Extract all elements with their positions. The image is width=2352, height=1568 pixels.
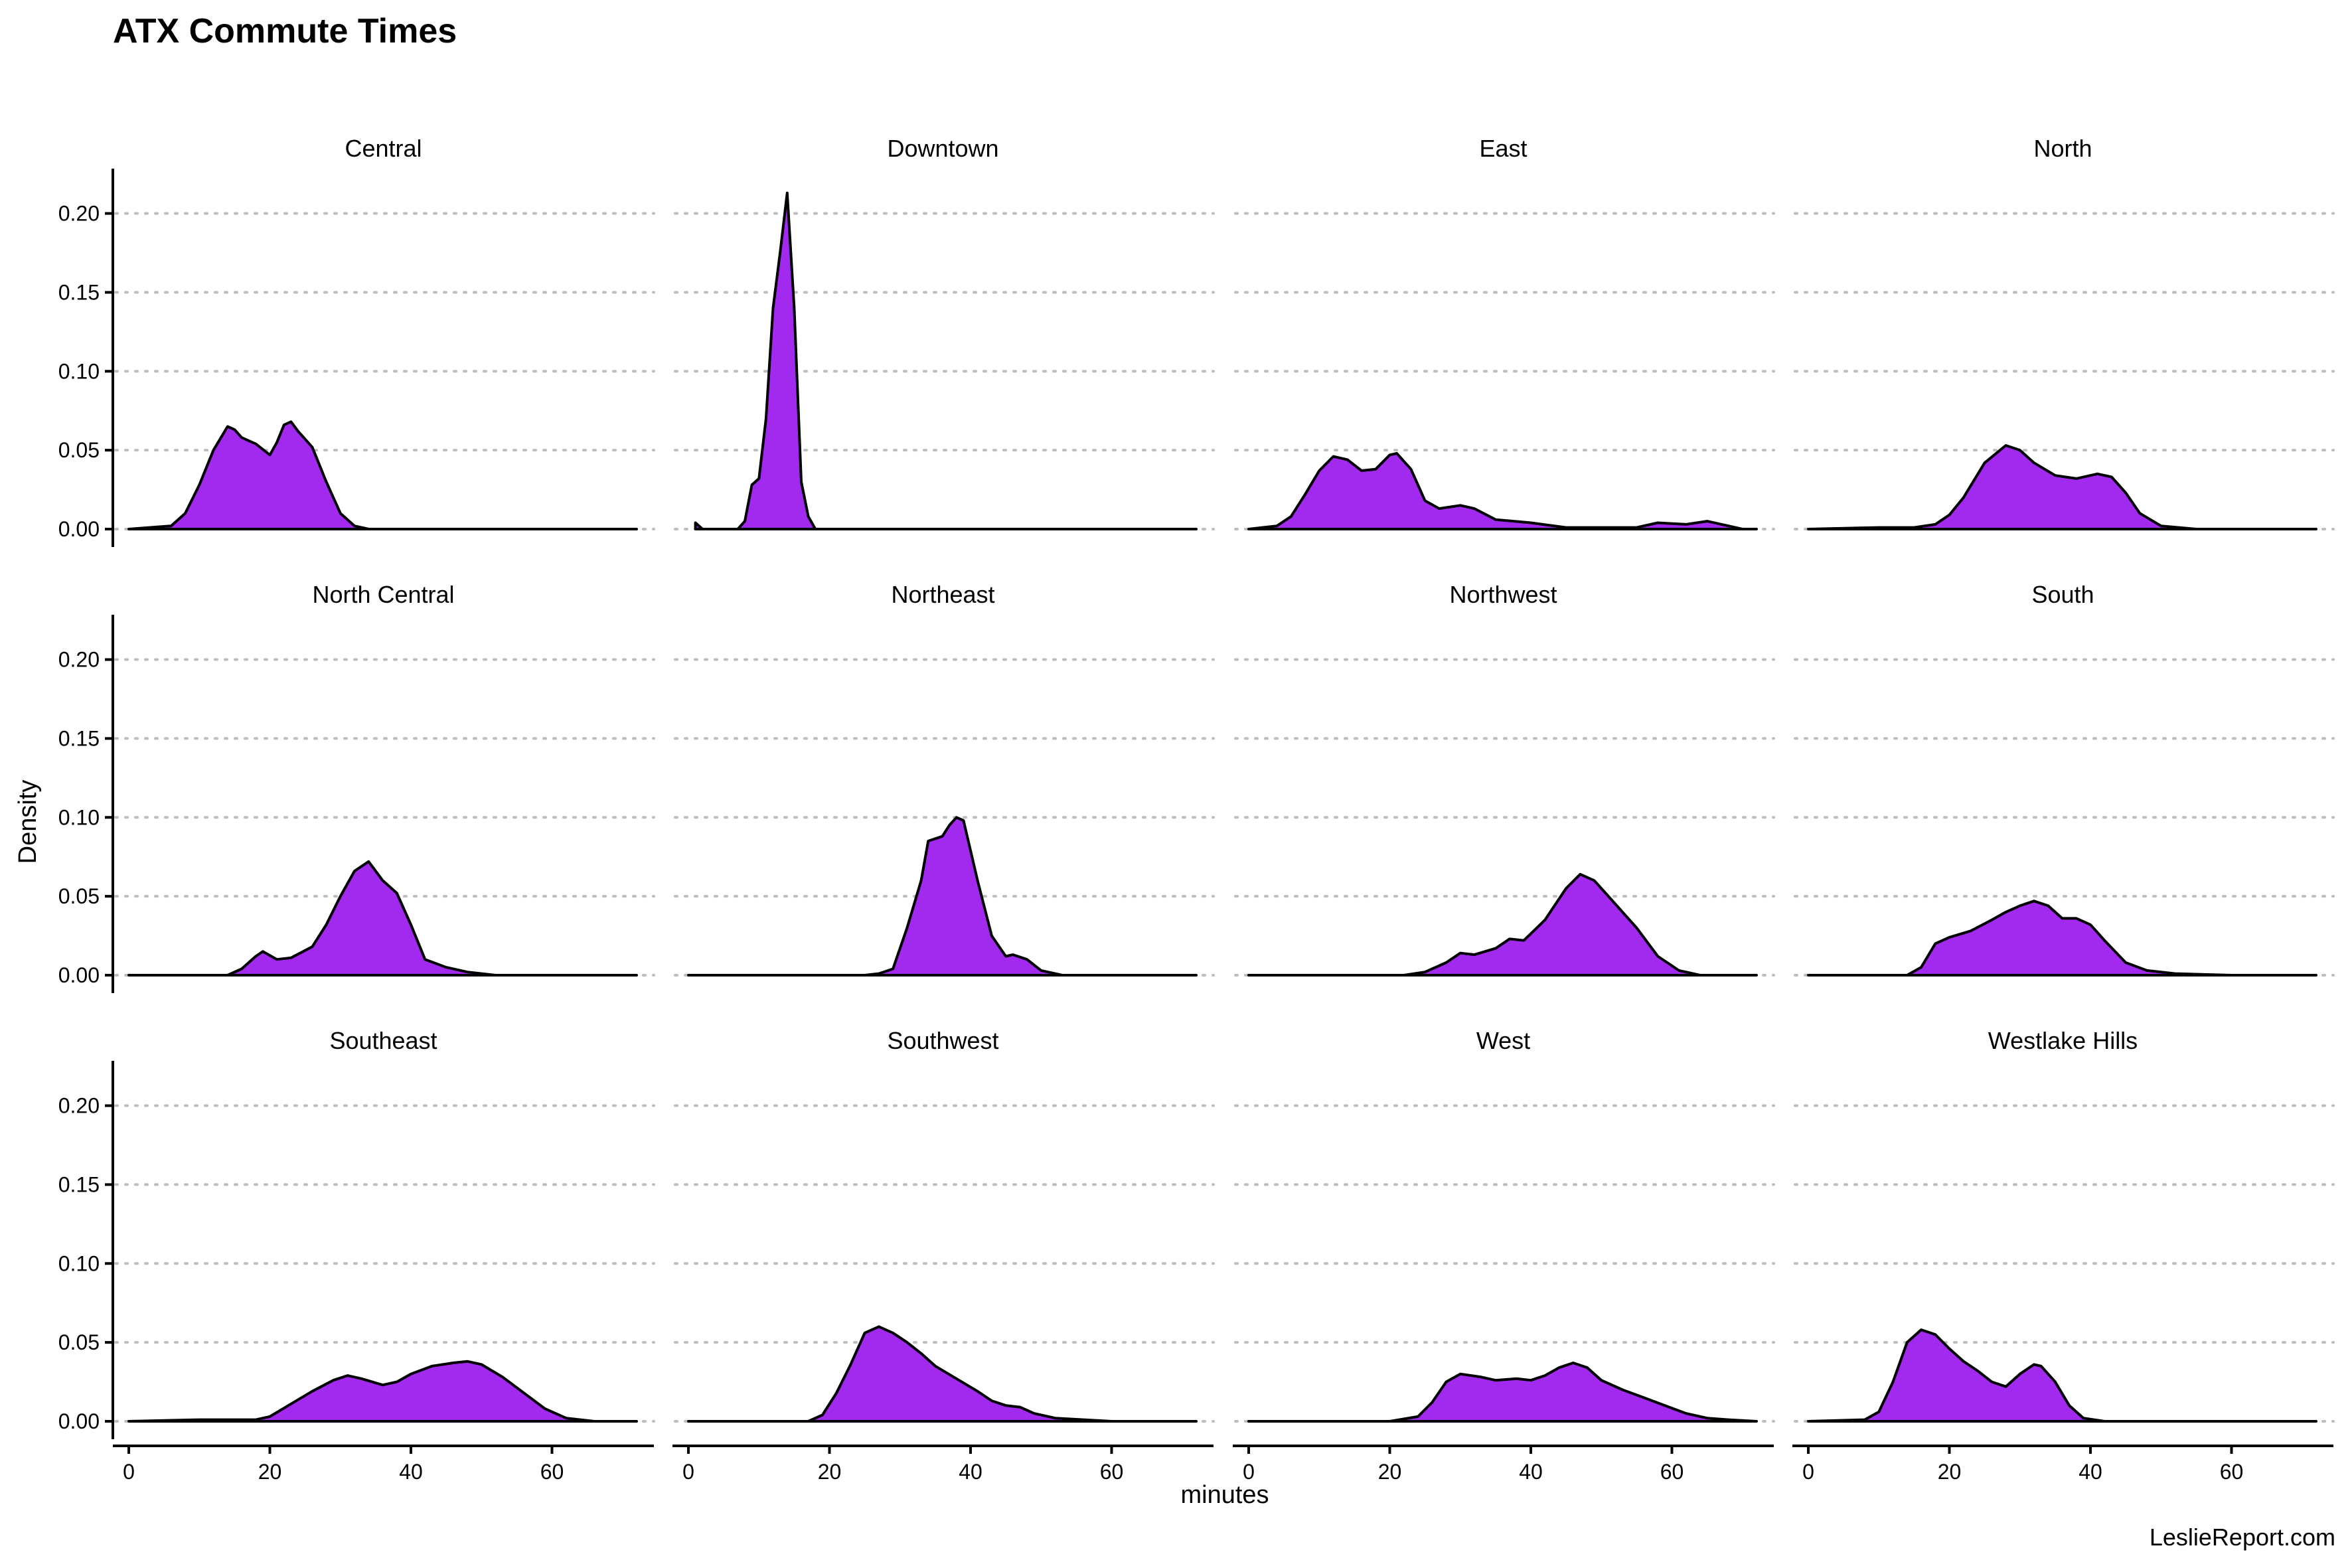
facet-label: West	[1476, 1027, 1530, 1054]
y-tick-label: 0.15	[58, 726, 100, 750]
x-tick-label: 0	[1802, 1460, 1814, 1484]
density-area	[1807, 900, 2317, 977]
facet-label: North	[2033, 135, 2092, 162]
facet-label: Westlake Hills	[1988, 1027, 2138, 1054]
y-tick-label: 0.00	[58, 963, 100, 987]
density-area	[1247, 1362, 1758, 1423]
density-area	[127, 1360, 638, 1423]
x-axis-title: minutes	[1180, 1481, 1269, 1509]
y-tick-label: 0.05	[58, 1330, 100, 1354]
y-tick-label: 0.20	[58, 648, 100, 672]
facet-panel-north: North	[1794, 135, 2335, 530]
density-area	[127, 860, 638, 977]
x-tick-label: 40	[959, 1460, 982, 1484]
x-tick-label: 60	[540, 1460, 564, 1484]
x-tick-label: 40	[2078, 1460, 2102, 1484]
x-tick-label: 0	[1243, 1460, 1255, 1484]
facet-label: Northeast	[891, 581, 994, 608]
y-tick-label: 0.05	[58, 884, 100, 908]
y-tick-label: 0.20	[58, 202, 100, 226]
chart-caption: LeslieReport.com	[2150, 1524, 2335, 1551]
x-tick-label: 20	[1378, 1460, 1402, 1484]
facet-panel-south: South	[1794, 581, 2335, 977]
density-area	[1247, 872, 1758, 977]
x-tick-label: 20	[818, 1460, 842, 1484]
x-tick-label: 0	[682, 1460, 694, 1484]
y-tick-label: 0.05	[58, 438, 100, 462]
facet-panel-southwest: Southwest 0 20 40 60	[672, 1027, 1215, 1484]
x-tick-label: 60	[2220, 1460, 2244, 1484]
facet-label: Northwest	[1449, 581, 1557, 608]
facet-panel-north-central: North Central 0.00 0.05 0.10 0.15 0.20	[58, 581, 655, 993]
x-tick-label: 40	[1519, 1460, 1543, 1484]
facet-label: Southwest	[887, 1027, 998, 1054]
facet-label: East	[1479, 135, 1527, 162]
density-area	[687, 816, 1198, 977]
y-tick-label: 0.00	[58, 517, 100, 541]
y-axis-title: Density	[14, 780, 42, 864]
y-tick-label: 0.10	[58, 1251, 100, 1275]
chart-title: ATX Commute Times	[113, 12, 457, 50]
y-tick-label: 0.20	[58, 1094, 100, 1118]
facet-panel-northeast: Northeast	[674, 581, 1215, 977]
density-area	[694, 191, 1198, 530]
facet-label: North Central	[312, 581, 454, 608]
density-area	[1247, 451, 1758, 530]
density-area	[687, 1325, 1198, 1423]
facet-panel-west: West 0 20 40 60	[1233, 1027, 1775, 1484]
x-tick-label: 20	[1938, 1460, 1962, 1484]
facet-panel-east: East	[1234, 135, 1775, 530]
facet-label: Central	[345, 135, 422, 162]
facet-label: South	[2031, 581, 2094, 608]
density-area	[127, 420, 638, 530]
y-tick-label: 0.00	[58, 1409, 100, 1433]
facet-panels: Central 0.00 0.05 0.10 0.15 0.20 Downtown East N…	[58, 135, 2335, 1484]
x-tick-label: 0	[123, 1460, 135, 1484]
facet-panel-central: Central 0.00 0.05 0.10 0.15 0.20	[58, 135, 655, 547]
facet-label: Southeast	[329, 1027, 437, 1054]
facet-label: Downtown	[887, 135, 998, 162]
y-tick-label: 0.15	[58, 280, 100, 304]
density-area	[1807, 1328, 2317, 1423]
density-area	[1807, 444, 2317, 530]
x-tick-label: 20	[258, 1460, 282, 1484]
facet-panel-southeast: Southeast 0.00 0.05 0.10 0.15 0.20 0 20 40 60	[58, 1027, 655, 1484]
x-tick-label: 40	[399, 1460, 423, 1484]
x-tick-label: 60	[1660, 1460, 1684, 1484]
y-tick-label: 0.10	[58, 359, 100, 383]
y-tick-label: 0.15	[58, 1172, 100, 1196]
facet-panel-northwest: Northwest	[1234, 581, 1775, 977]
facet-panel-westlake-hills: Westlake Hills 0 20 40 60	[1792, 1027, 2335, 1484]
facet-panel-downtown: Downtown	[674, 135, 1215, 530]
y-tick-label: 0.10	[58, 805, 100, 829]
x-tick-label: 60	[1100, 1460, 1124, 1484]
